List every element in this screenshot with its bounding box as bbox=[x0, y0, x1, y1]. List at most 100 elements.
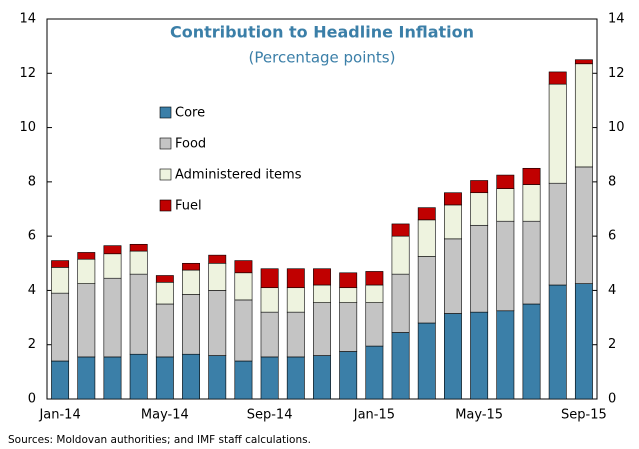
bar-segment bbox=[339, 302, 358, 352]
bar-segment bbox=[522, 184, 541, 222]
y-tick-label: 0 bbox=[28, 392, 36, 407]
bar-segment bbox=[548, 71, 567, 85]
bar-segment bbox=[470, 311, 489, 400]
bar-segment bbox=[234, 299, 253, 362]
bar-segment bbox=[77, 252, 96, 260]
y2-tick-label: 12 bbox=[608, 66, 625, 81]
x-tick-label: Sep-15 bbox=[561, 408, 607, 423]
bar-segment bbox=[444, 313, 462, 400]
bar-segment bbox=[234, 272, 253, 301]
y-tick-label: 4 bbox=[28, 283, 36, 298]
x-tick-label: Sep-14 bbox=[247, 408, 293, 423]
bar-segment bbox=[391, 223, 410, 237]
bar-segment bbox=[339, 287, 358, 303]
bar-segment bbox=[260, 311, 279, 358]
bar-segment bbox=[260, 356, 279, 400]
bar-segment bbox=[208, 290, 227, 356]
bar-segment bbox=[234, 260, 253, 274]
bar-segment bbox=[548, 284, 567, 400]
y-tick-label: 6 bbox=[28, 229, 36, 244]
y2-tick-label: 4 bbox=[608, 283, 616, 298]
bar-segment bbox=[103, 356, 122, 400]
bar-segment bbox=[574, 166, 593, 284]
chart-title: Contribution to Headline Inflation bbox=[170, 23, 474, 42]
bar-segment bbox=[77, 258, 96, 284]
bar-segment bbox=[182, 262, 200, 271]
bar-segment bbox=[51, 292, 70, 362]
bar-segment bbox=[574, 59, 593, 65]
bar-segment bbox=[286, 356, 305, 400]
bar-segment bbox=[417, 256, 436, 324]
bar-segment bbox=[103, 253, 122, 279]
bar-segment bbox=[444, 238, 462, 314]
bar-segment bbox=[51, 360, 70, 400]
bar-segment bbox=[470, 192, 489, 226]
bar-segment bbox=[496, 174, 515, 189]
bar-segment bbox=[313, 268, 331, 286]
bar-segment bbox=[260, 287, 279, 313]
bar-segment bbox=[182, 353, 200, 400]
legend-swatch bbox=[159, 137, 172, 150]
bar-segment bbox=[496, 188, 515, 222]
bar-segment bbox=[286, 287, 305, 313]
bar-segment bbox=[155, 303, 174, 358]
legend-label: Administered items bbox=[175, 168, 302, 183]
y-tick-label: 2 bbox=[28, 337, 36, 352]
y2-tick-label: 10 bbox=[608, 120, 625, 135]
bar-segment bbox=[470, 224, 489, 313]
y2-tick-label: 6 bbox=[608, 229, 616, 244]
y2-tick-label: 2 bbox=[608, 337, 616, 352]
y2-tick-label: 0 bbox=[608, 392, 616, 407]
bar-segment bbox=[522, 220, 541, 305]
bar-segment bbox=[77, 356, 96, 400]
legend-label: Core bbox=[175, 106, 205, 121]
y-tick-label: 12 bbox=[19, 66, 36, 81]
bar-segment bbox=[313, 302, 331, 356]
bar-segment bbox=[208, 262, 227, 291]
bar-segment bbox=[496, 310, 515, 400]
bar-segment bbox=[522, 303, 541, 400]
bar-segment bbox=[77, 283, 96, 358]
bar-segment bbox=[182, 294, 200, 355]
bar-segment bbox=[129, 243, 148, 252]
y-tick-label: 14 bbox=[19, 12, 36, 27]
bar-segment bbox=[417, 322, 436, 400]
y2-tick-label: 8 bbox=[608, 174, 616, 189]
bar-segment bbox=[417, 207, 436, 221]
bar-segment bbox=[313, 284, 331, 303]
bar-segment bbox=[365, 302, 384, 347]
legend-swatch bbox=[159, 168, 172, 181]
x-tick-label: Jan-15 bbox=[353, 408, 395, 423]
bar-segment bbox=[51, 260, 70, 268]
source-note: Sources: Moldovan authorities; and IMF s… bbox=[8, 434, 311, 446]
bar-segment bbox=[208, 254, 227, 264]
chart-subtitle: (Percentage points) bbox=[249, 49, 396, 67]
bar-segment bbox=[365, 284, 384, 303]
bar-segment bbox=[574, 63, 593, 168]
bar-segment bbox=[365, 345, 384, 400]
y-tick-label: 8 bbox=[28, 174, 36, 189]
x-tick-label: May-15 bbox=[455, 408, 503, 423]
x-tick-label: Jan-14 bbox=[38, 408, 80, 423]
bar-segment bbox=[103, 245, 122, 255]
bar-segment bbox=[391, 273, 410, 333]
bar-segment bbox=[155, 281, 174, 305]
bar-segment bbox=[339, 272, 358, 289]
bar-segment bbox=[260, 268, 279, 289]
bar-segment bbox=[286, 311, 305, 358]
bar-segment bbox=[522, 167, 541, 185]
legend-label: Fuel bbox=[175, 199, 202, 214]
bar-segment bbox=[444, 192, 462, 206]
legend-label: Food bbox=[175, 137, 206, 152]
legend-swatch bbox=[159, 199, 172, 212]
bar-segment bbox=[155, 356, 174, 400]
bar-segment bbox=[391, 332, 410, 400]
bar-segment bbox=[444, 204, 462, 240]
bar-segment bbox=[417, 219, 436, 257]
bar-segment bbox=[391, 235, 410, 275]
bar-segment bbox=[182, 269, 200, 295]
bar-segment bbox=[234, 360, 253, 400]
bar-segment bbox=[103, 277, 122, 358]
